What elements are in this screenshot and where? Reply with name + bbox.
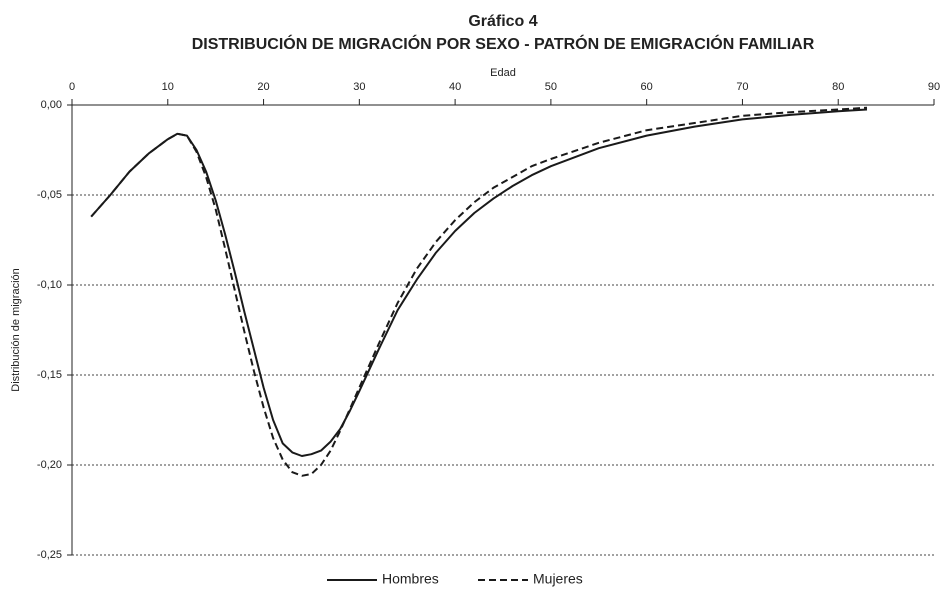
y-tick-label: -0,15 bbox=[37, 369, 62, 381]
x-tick-label: 40 bbox=[449, 81, 461, 93]
line-series bbox=[90, 108, 868, 457]
x-tick-label: 90 bbox=[928, 81, 940, 93]
legend-label: Mujeres bbox=[533, 571, 583, 587]
x-axis-label: Edad bbox=[490, 67, 516, 79]
y-axis-label: Distribución de migración bbox=[10, 268, 22, 392]
x-tick-label: 60 bbox=[641, 81, 653, 93]
y-tick-label: 0,00 bbox=[41, 99, 62, 111]
line-series bbox=[90, 106, 868, 477]
x-tick-label: 70 bbox=[736, 81, 748, 93]
x-tick-label: 10 bbox=[162, 81, 174, 93]
x-tick-label: 50 bbox=[545, 81, 557, 93]
chart-subtitle: DISTRIBUCIÓN DE MIGRACIÓN POR SEXO - PAT… bbox=[192, 34, 815, 53]
x-tick-label: 20 bbox=[257, 81, 269, 93]
y-tick-label: -0,05 bbox=[37, 189, 62, 201]
y-tick-label: -0,20 bbox=[37, 459, 62, 471]
legend-label: Hombres bbox=[382, 571, 439, 587]
x-tick-label: 30 bbox=[353, 81, 365, 93]
y-tick-label: -0,25 bbox=[37, 549, 62, 561]
y-tick-label: -0,10 bbox=[37, 279, 62, 291]
x-tick-label: 0 bbox=[69, 81, 75, 93]
x-tick-label: 80 bbox=[832, 81, 844, 93]
chart-title: Gráfico 4 bbox=[468, 13, 537, 30]
